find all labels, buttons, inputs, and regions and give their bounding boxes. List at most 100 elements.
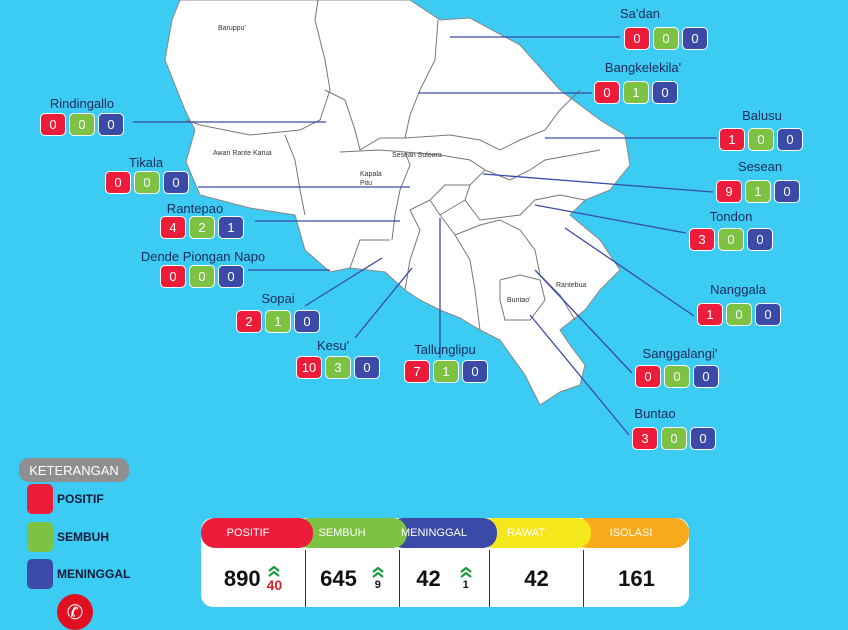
sembuh-count: 0 — [134, 171, 160, 194]
district-counts: 9 1 0 — [716, 180, 800, 203]
positif-count: 0 — [40, 113, 66, 136]
district-counts: 3 0 0 — [632, 427, 716, 450]
header-bg-positif — [201, 518, 313, 548]
legend-swatch — [27, 484, 53, 514]
positif-count: 7 — [404, 360, 430, 383]
stat-rawat: 42 — [489, 550, 583, 607]
district-name: Sa'dan — [619, 6, 661, 21]
sembuh-count: 0 — [661, 427, 687, 450]
map-label: Rantebua — [556, 282, 587, 289]
meninggal-count: 0 — [747, 228, 773, 251]
sembuh-count: 0 — [726, 303, 752, 326]
sembuh-count: 0 — [748, 128, 774, 151]
header-bg-isolasi — [573, 518, 689, 548]
district-counts: 0 0 0 — [635, 365, 719, 388]
meninggal-count: 0 — [693, 365, 719, 388]
positif-count: 2 — [236, 310, 262, 333]
meninggal-count: 0 — [354, 356, 380, 379]
leader-line — [564, 227, 695, 317]
stat-value: 161 — [618, 565, 655, 591]
header-bg-meninggal — [389, 518, 497, 548]
meninggal-count: 0 — [218, 265, 244, 288]
meninggal-count: 0 — [294, 310, 320, 333]
positif-count: 4 — [160, 216, 186, 239]
leader-lines — [133, 36, 717, 436]
header-bg-rawat — [479, 518, 591, 548]
map-label: Sesean Suloara — [392, 152, 442, 159]
map-label: Buntao' — [507, 297, 531, 304]
meninggal-count: 0 — [774, 180, 800, 203]
stat-change: 1 — [462, 578, 469, 591]
leader-line — [534, 204, 687, 234]
sembuh-count: 0 — [189, 265, 215, 288]
sembuh-count: 0 — [664, 365, 690, 388]
meninggal-count: 0 — [652, 81, 678, 104]
district-counts: 0 0 0 — [160, 265, 244, 288]
leader-line — [304, 257, 383, 307]
positif-count: 1 — [697, 303, 723, 326]
header-meninggal: MENINGGAL — [400, 527, 467, 539]
double-up-arrow-icon — [460, 566, 472, 578]
map-label: Baruppu' — [218, 25, 246, 32]
stat-value: 42 — [416, 565, 441, 591]
header-positif: POSITIF — [226, 527, 270, 539]
sembuh-count: 0 — [718, 228, 744, 251]
summary-panel: POSITIF SEMBUH MENINGGAL RAWAT ISOLASI 8… — [201, 518, 689, 607]
stat-value: 890 — [223, 565, 261, 591]
phone-icon[interactable]: ✆ — [57, 594, 93, 630]
district-name: Rantepao — [166, 201, 224, 216]
positif-count: 9 — [716, 180, 742, 203]
district-counts: 3 0 0 — [689, 228, 773, 251]
district-counts: 2 1 0 — [236, 310, 320, 333]
positif-count: 3 — [632, 427, 658, 450]
district-name: Rindingallo — [49, 96, 115, 111]
stat-change: 40 — [266, 576, 283, 593]
header-bg-sembuh — [295, 518, 407, 548]
district-name: Tallunglipu — [414, 342, 476, 357]
stat-positif: 890 40 — [201, 550, 305, 607]
sembuh-count: 1 — [623, 81, 649, 104]
positif-count: 0 — [624, 27, 650, 50]
sembuh-count: 1 — [745, 180, 771, 203]
map-label: Kapala Pitu — [360, 171, 382, 187]
stat-value: 645 — [320, 565, 357, 591]
meninggal-count: 0 — [98, 113, 124, 136]
district-counts: 1 0 0 — [697, 303, 781, 326]
district-name: Nanggala — [710, 282, 766, 297]
legend-item-meninggal: MENINGGAL — [27, 559, 130, 589]
legend-item-positif: POSITIF — [27, 484, 104, 514]
leader-line — [354, 267, 413, 339]
legend-label: POSITIF — [57, 492, 104, 506]
leader-line — [482, 173, 714, 193]
meninggal-count: 1 — [218, 216, 244, 239]
district-name: Bangkelekila' — [604, 60, 682, 75]
header-rawat: RAWAT — [506, 527, 546, 539]
district-name: Dende Piongan Napo — [140, 249, 266, 264]
legend-title: KETERANGAN — [19, 458, 129, 482]
header-isolasi: ISOLASI — [609, 527, 653, 539]
district-name: Sopai — [261, 291, 295, 306]
district-counts: 0 0 0 — [40, 113, 124, 136]
district-name: Tondon — [709, 209, 753, 224]
district-name: Buntao — [634, 406, 676, 421]
sembuh-count: 3 — [325, 356, 351, 379]
legend-label: SEMBUH — [57, 530, 110, 544]
district-counts: 1 0 0 — [719, 128, 803, 151]
stat-value: 42 — [524, 565, 549, 591]
positif-count: 1 — [719, 128, 745, 151]
stat-meninggal: 42 1 — [399, 550, 489, 607]
district-name: Balusu — [742, 108, 782, 123]
stat-sembuh: 645 9 — [305, 550, 399, 607]
positif-count: 0 — [635, 365, 661, 388]
sembuh-count: 0 — [653, 27, 679, 50]
meninggal-count: 0 — [690, 427, 716, 450]
sembuh-count: 2 — [189, 216, 215, 239]
leader-line — [534, 269, 633, 374]
district-counts: 4 2 1 — [160, 216, 244, 239]
district-name: Sanggalangi' — [642, 346, 718, 361]
sembuh-count: 1 — [265, 310, 291, 333]
stat-change: 9 — [374, 578, 381, 591]
positif-count: 10 — [296, 356, 322, 379]
district-counts: 7 1 0 — [404, 360, 488, 383]
